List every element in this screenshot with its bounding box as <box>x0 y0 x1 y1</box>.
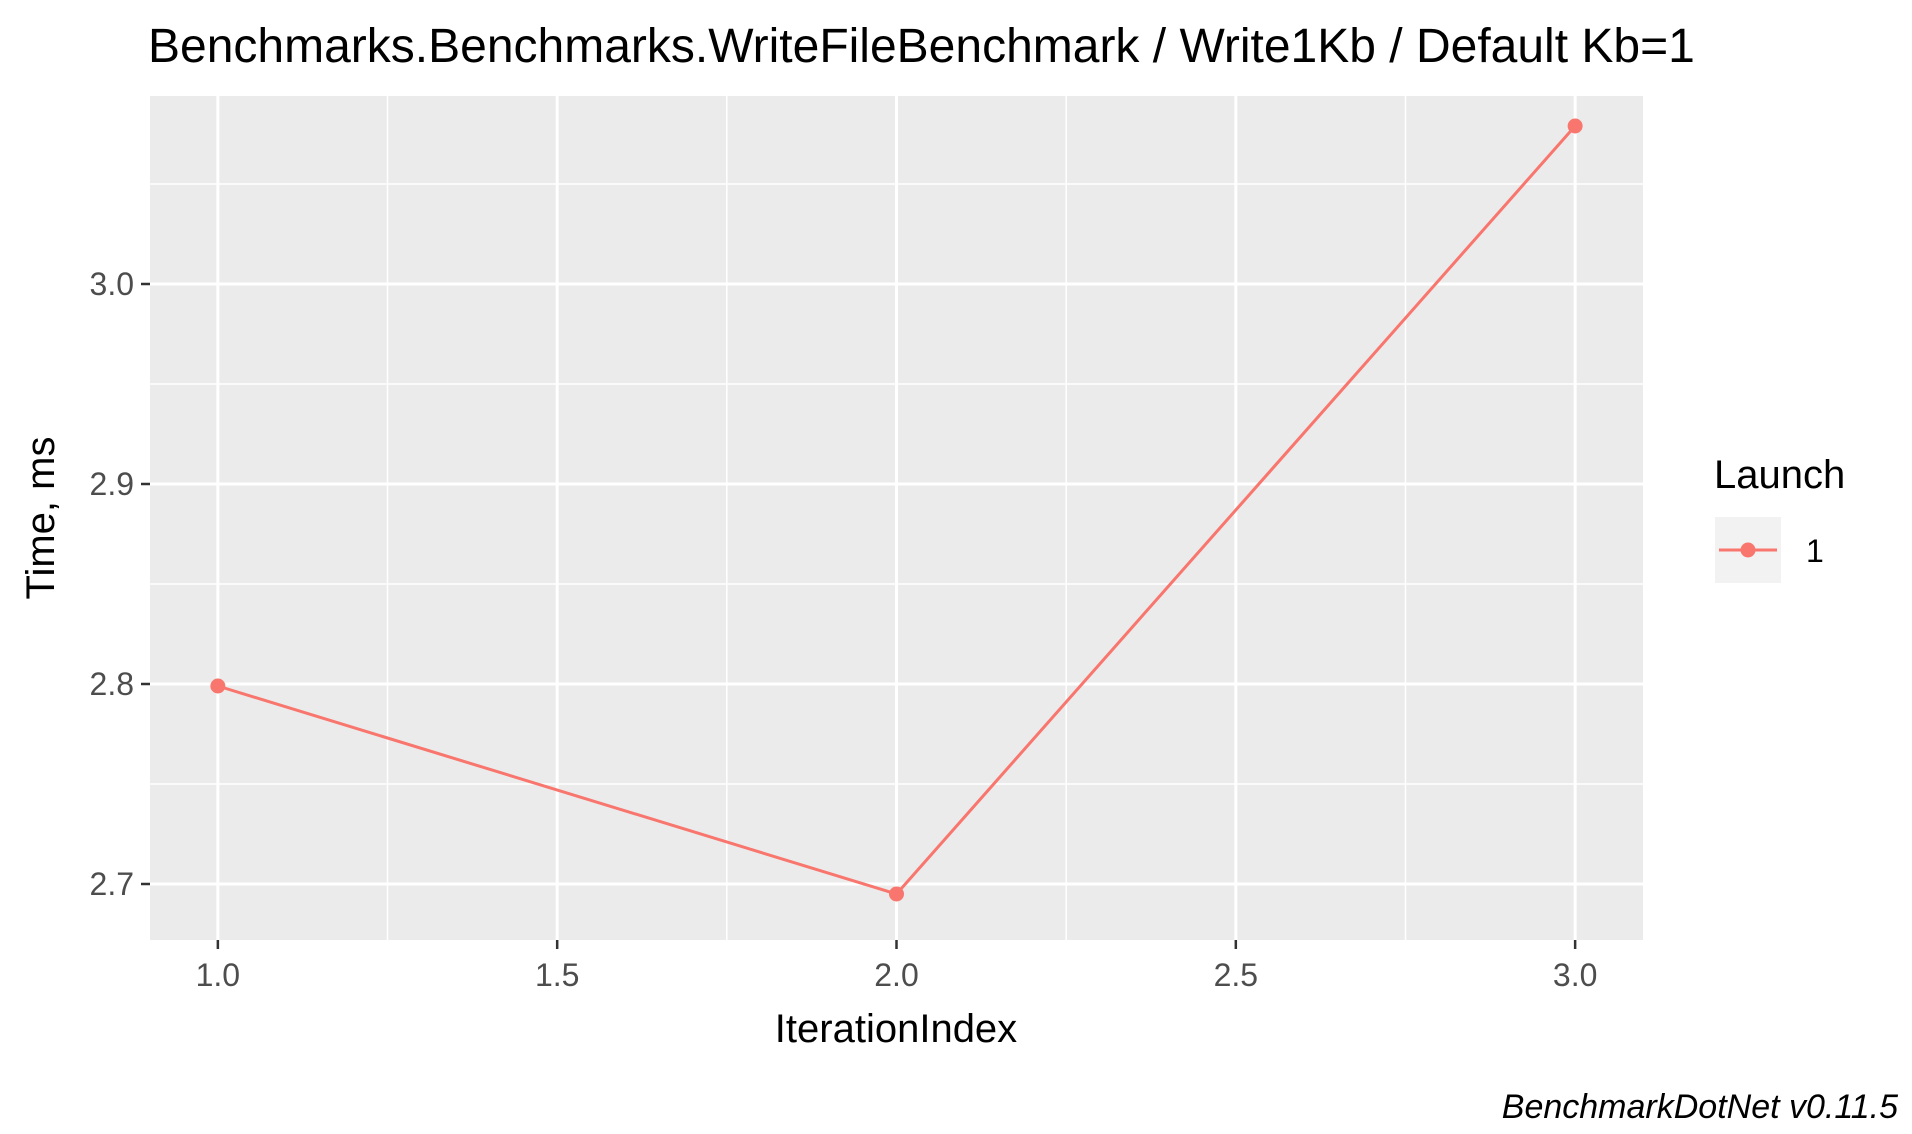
x-tick-label: 2.0 <box>874 957 918 993</box>
x-tick-label: 1.5 <box>535 957 579 993</box>
data-point <box>889 886 904 902</box>
y-axis: 2.7 2.8 2.9 3.0 <box>90 266 150 902</box>
legend: Launch 1 <box>1714 453 1845 583</box>
y-tick-label: 3.0 <box>90 266 134 302</box>
y-tick-label: 2.7 <box>90 866 134 902</box>
x-tick-label: 1.0 <box>196 957 240 993</box>
x-axis: 1.0 1.5 2.0 2.5 3.0 <box>196 940 1597 993</box>
major-gridlines <box>150 96 1643 940</box>
caption: BenchmarkDotNet v0.11.5 <box>1502 1088 1898 1126</box>
x-tick-label: 3.0 <box>1553 957 1597 993</box>
legend-key-point <box>1740 542 1756 558</box>
x-axis-title: IterationIndex <box>775 1007 1017 1051</box>
legend-label: 1 <box>1806 533 1824 569</box>
chart-title: Benchmarks.Benchmarks.WriteFileBenchmark… <box>148 20 1695 73</box>
y-tick-label: 2.9 <box>90 466 134 502</box>
y-axis-title: Time, ms <box>19 437 63 600</box>
data-point <box>210 678 226 694</box>
data-point <box>1567 118 1583 134</box>
x-tick-label: 2.5 <box>1214 957 1258 993</box>
y-tick-label: 2.8 <box>90 666 134 702</box>
series-layer <box>210 118 1583 902</box>
legend-title: Launch <box>1714 453 1845 497</box>
